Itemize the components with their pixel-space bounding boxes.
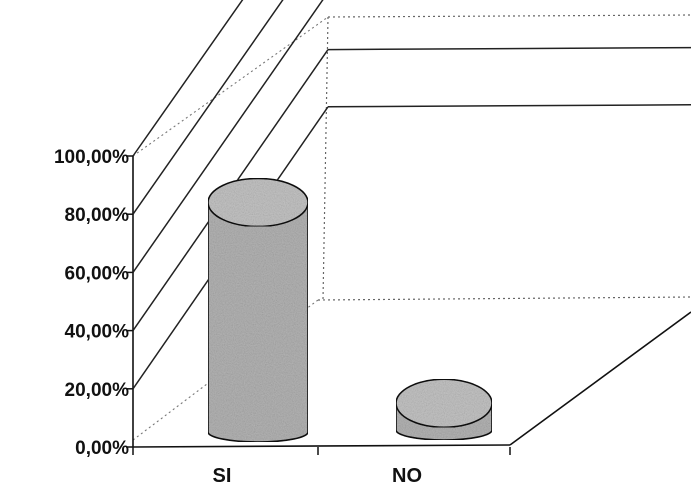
back-wall-bottom-edge bbox=[317, 296, 691, 301]
y-tick-label: 80,00% bbox=[65, 205, 130, 226]
bar-body bbox=[207, 201, 309, 443]
gridline-back bbox=[327, 46, 691, 51]
x-category-label: SI bbox=[213, 465, 232, 487]
bar-top bbox=[395, 378, 493, 429]
bar-si bbox=[207, 177, 309, 443]
back-wall-top-edge bbox=[327, 14, 691, 18]
floor-right-diagonal bbox=[509, 311, 691, 446]
y-axis-ticks: 0,00% 20,00% 40,00% 60,00% 80,00% 100,00% bbox=[54, 147, 133, 459]
y-tick-label: 20,00% bbox=[65, 380, 130, 401]
floor-front-edge bbox=[132, 444, 511, 448]
y-tick-label: 60,00% bbox=[65, 263, 130, 284]
back-wall-left-edge bbox=[322, 16, 329, 301]
x-category-label: NO bbox=[392, 465, 422, 487]
bar-top bbox=[207, 177, 309, 228]
gridline-back bbox=[327, 104, 691, 108]
side-wall-top-diagonal bbox=[132, 16, 329, 157]
y-tick-label: 0,00% bbox=[75, 438, 129, 459]
x-axis-categories: SI NO bbox=[132, 447, 511, 487]
gridline-diagonal bbox=[132, 0, 244, 157]
gridlines bbox=[132, 0, 691, 390]
bars bbox=[207, 177, 493, 443]
bar-no bbox=[395, 378, 493, 441]
y-tick-label: 100,00% bbox=[54, 147, 129, 168]
gridline-diagonal bbox=[132, 0, 324, 273]
gridline-diagonal bbox=[132, 0, 284, 215]
y-tick-label: 40,00% bbox=[65, 322, 130, 343]
